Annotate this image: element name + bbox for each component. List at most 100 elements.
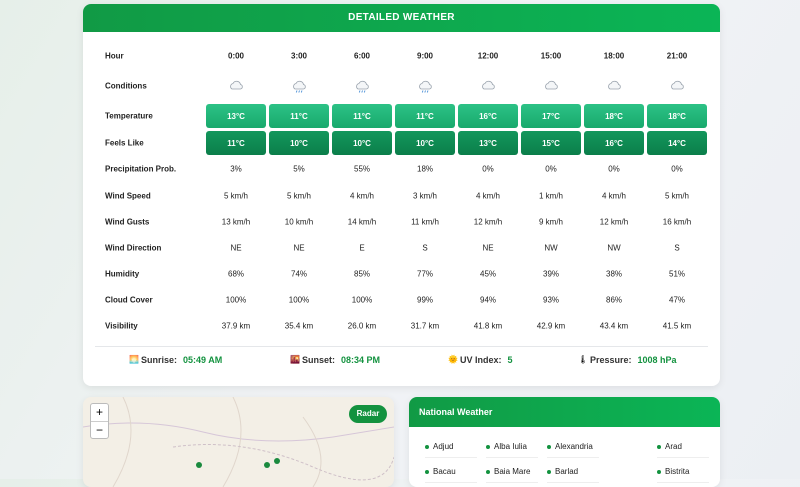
value: 93% <box>542 295 560 305</box>
value: S <box>674 243 680 253</box>
row-label: Visibility <box>105 321 138 331</box>
condition-icon <box>606 78 622 94</box>
value: 5 km/h <box>223 191 249 201</box>
city-divider <box>486 457 538 458</box>
city[interactable]: Barlad <box>555 467 579 476</box>
value: 100% <box>225 295 247 305</box>
city-divider <box>547 482 599 483</box>
feels-like-cell: 10°C <box>395 131 455 155</box>
detailed-title: DETAILED WEATHER <box>83 4 720 32</box>
value: 85% <box>353 269 371 279</box>
hour: 12:00 <box>477 51 499 61</box>
feels-like-cell: 10°C <box>269 131 329 155</box>
temperature-cell: 16°C <box>458 104 518 128</box>
value: 31.7 km <box>410 321 440 331</box>
detailed-card: DETAILED WEATHER Hour 0:00 3:00 6:00 9:00 12:… <box>83 4 720 386</box>
value: 0% <box>671 164 683 174</box>
summary-value: 05:49 AM <box>183 355 223 365</box>
value: 39% <box>542 269 560 279</box>
value: 0% <box>608 164 620 174</box>
value: 86% <box>605 295 623 305</box>
value: 1 km/h <box>538 191 564 201</box>
city[interactable]: Bacau <box>433 467 456 476</box>
condition-icon <box>543 78 559 94</box>
value: 45% <box>479 269 497 279</box>
city-divider <box>547 457 599 458</box>
city[interactable]: Alexandria <box>555 442 593 451</box>
row-label: Cloud Cover <box>105 295 153 305</box>
city[interactable]: Adjud <box>433 442 454 451</box>
row-label: Precipitation Prob. <box>105 164 177 174</box>
value: 99% <box>416 295 434 305</box>
value: 11 km/h <box>411 217 439 227</box>
value: 12 km/h <box>473 217 503 227</box>
temperature-cell: 13°C <box>206 104 266 128</box>
condition-icon <box>354 78 370 94</box>
value: 37.9 km <box>221 321 251 331</box>
hour: 3:00 <box>290 51 308 61</box>
value: 9 km/h <box>538 217 564 227</box>
row-label: Wind Direction <box>105 243 162 253</box>
value: 41.8 km <box>473 321 503 331</box>
divider <box>95 346 708 347</box>
city-divider <box>486 482 538 483</box>
city-bullet <box>425 445 429 449</box>
condition-icon <box>480 78 496 94</box>
summary-label: Pressure: <box>590 355 632 365</box>
city-divider <box>425 457 477 458</box>
summary-item: UV Index: 5 <box>460 355 513 365</box>
value: 3 km/h <box>412 191 438 201</box>
value: NE <box>482 243 494 253</box>
feels-like-cell: 15°C <box>521 131 581 155</box>
city[interactable]: Bistrita <box>665 467 690 476</box>
condition-icon <box>417 78 433 94</box>
value: NE <box>230 243 242 253</box>
detailed-table: Hour 0:00 3:00 6:00 9:00 12:00 15:00 18:00 21:00… <box>83 4 720 386</box>
city-list: Adjud Alba Iulia Alexandria Arad Bacau Baia M… <box>409 397 720 487</box>
value: 12 km/h <box>599 217 629 227</box>
value: 47% <box>668 295 686 305</box>
city[interactable]: Baia Mare <box>494 467 531 476</box>
summary-icon: 🌞 <box>448 355 458 364</box>
value: 74% <box>290 269 308 279</box>
value: 51% <box>668 269 686 279</box>
national-card: National Weather Adjud Alba Iulia Alexandr… <box>409 397 720 487</box>
temperature-cell: 11°C <box>395 104 455 128</box>
summary-label: Sunset: <box>302 355 336 365</box>
summary-icon: 🌡 <box>578 355 589 364</box>
value: NE <box>293 243 305 253</box>
temperature-cell: 17°C <box>521 104 581 128</box>
summary-value: 08:34 PM <box>341 355 381 365</box>
summary-value: 5 <box>507 355 513 365</box>
value: E <box>359 243 365 253</box>
feels-like-cell: 16°C <box>584 131 644 155</box>
city[interactable]: Alba Iulia <box>494 442 527 451</box>
value: S <box>422 243 428 253</box>
value: 43.4 km <box>599 321 629 331</box>
summary-label: Sunrise: <box>141 355 178 365</box>
value: 10 km/h <box>284 217 314 227</box>
zoom-out[interactable]: − <box>91 421 108 439</box>
city-divider <box>657 457 709 458</box>
summary-item: Sunset: 08:34 PM <box>302 355 380 365</box>
condition-icon <box>291 78 307 94</box>
value: 38% <box>605 269 623 279</box>
radar-button[interactable]: Radar <box>349 405 387 423</box>
summary-item: Sunrise: 05:49 AM <box>141 355 222 365</box>
city[interactable]: Arad <box>665 442 682 451</box>
temperature-cell: 18°C <box>584 104 644 128</box>
summary-value: 1008 hPa <box>637 355 677 365</box>
value: 16 km/h <box>662 217 692 227</box>
zoom-in[interactable]: + <box>95 405 103 419</box>
condition-icon <box>669 78 685 94</box>
feels-like-cell: 10°C <box>332 131 392 155</box>
hour: 18:00 <box>603 51 625 61</box>
city-bullet <box>547 470 551 474</box>
value: 5% <box>293 164 305 174</box>
value: 100% <box>351 295 373 305</box>
city-bullet <box>657 445 661 449</box>
value: 4 km/h <box>601 191 627 201</box>
value: 41.5 km <box>662 321 692 331</box>
value: 3% <box>230 164 242 174</box>
